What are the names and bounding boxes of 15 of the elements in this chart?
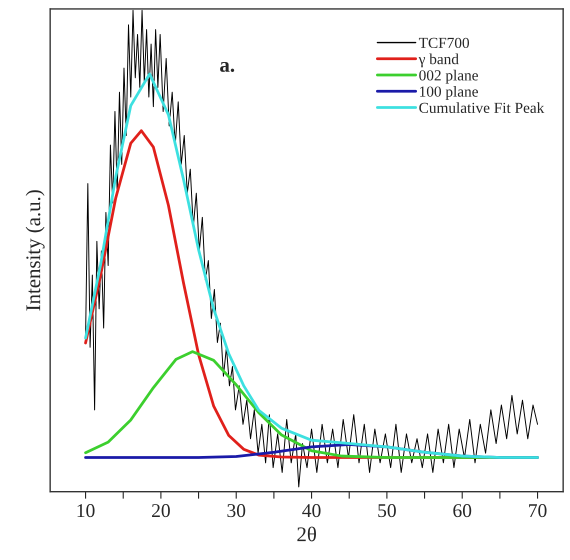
legend-label: 002 plane <box>419 70 478 84</box>
x-axis-title: 2θ <box>297 526 316 542</box>
x-tick-label: 70 <box>529 504 547 518</box>
legend-label: 100 plane <box>420 86 478 100</box>
y-axis-title: Intensity (a.u.) <box>26 190 45 311</box>
legend-label: TCF700 <box>418 38 470 48</box>
x-tick-label: 10 <box>78 504 95 518</box>
annotation: a. <box>220 62 234 72</box>
x-tick-label: 50 <box>378 504 396 518</box>
legend-label: γ band <box>418 54 459 68</box>
legend-label: Cumulative Fit Peak <box>419 102 544 113</box>
x-tick-label: 20 <box>152 504 170 518</box>
x-tick-label: 30 <box>227 504 246 518</box>
x-tick-label: 40 <box>302 504 321 518</box>
x-tick-label: 60 <box>453 504 472 518</box>
